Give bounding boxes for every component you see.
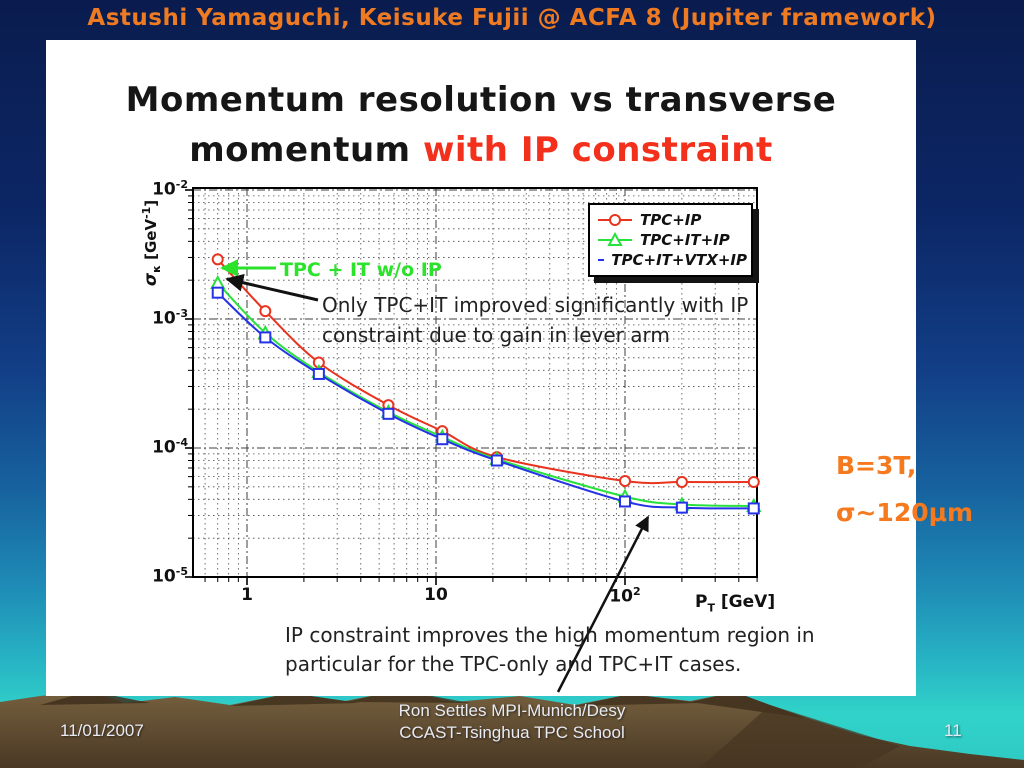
legend-label: TPC+IT+VTX+IP	[611, 251, 747, 269]
series-TPC+IT+VTX+IP	[211, 286, 760, 515]
footer-credit-line2: CCAST-Tsinghua TPC School	[399, 723, 625, 742]
callout-arrow	[225, 273, 319, 302]
footer-credit: Ron Settles MPI-Munich/Desy CCAST-Tsingh…	[0, 700, 1024, 744]
footer-date: 11/01/2007	[60, 721, 144, 740]
momentum-resolution-plot	[185, 187, 762, 693]
legend-triangle-marker	[598, 232, 632, 246]
plot-frame	[192, 187, 758, 578]
annotation-callout: Only TPC+IT improved significantly with …	[322, 290, 748, 350]
slide-header-title: Astushi Yamaguchi, Keisuke Fujii @ ACFA …	[87, 5, 937, 31]
legend-entry-TPC+IT+VTX+IP: TPC+IT+VTX+IP	[597, 250, 747, 270]
side-note-field-and-resolution: B=3T, σ~120μm	[836, 442, 973, 536]
annotation-callout-line1: Only TPC+IT improved significantly with …	[322, 293, 749, 317]
footer-credit-line1: Ron Settles MPI-Munich/Desy	[398, 701, 626, 720]
legend-square-marker	[598, 259, 605, 261]
chart-title-line1: Momentum resolution vs transverse	[125, 80, 837, 120]
plot-legend: TPC+IP TPC+IT+IP TPC+IT+VTX+IP	[588, 203, 753, 277]
chart-title-line2: momentum with IP constraint	[46, 130, 916, 170]
chart-title-line2-red: with IP constraint	[422, 130, 773, 170]
legend-circle-marker	[598, 214, 632, 226]
annotation-bottom-line1: IP constraint improves the high momentum…	[285, 623, 815, 647]
mountain-silhouette-decoration	[0, 690, 1024, 768]
legend-entry-TPC+IP: TPC+IP	[597, 210, 747, 230]
annotation-bottom-line2: particular for the TPC-only and TPC+IT c…	[285, 652, 742, 676]
side-note-line1: B=3T,	[836, 451, 917, 480]
legend-entry-TPC+IT+IP: TPC+IT+IP	[597, 230, 747, 250]
annotation-tpc-it-without-ip: TPC + IT w/o IP	[280, 259, 442, 281]
side-note-line2: σ~120μm	[836, 498, 974, 527]
annotation-bottom: IP constraint improves the high momentum…	[285, 621, 815, 679]
slide-canvas: Momentum resolution vs transverse moment…	[46, 40, 916, 696]
legend-label: TPC+IT+IP	[640, 231, 730, 249]
annotation-callout-line2: constraint due to gain in lever arm	[322, 323, 670, 347]
high-momentum-arrow	[556, 515, 650, 693]
x-axis-label: PT [GeV]	[695, 592, 776, 615]
slide-number: 11	[944, 721, 962, 740]
legend-label: TPC+IP	[640, 211, 702, 229]
chart-title-line2-black: momentum	[189, 130, 423, 170]
y-axis-label: σκ [GeV-1]	[140, 199, 163, 287]
